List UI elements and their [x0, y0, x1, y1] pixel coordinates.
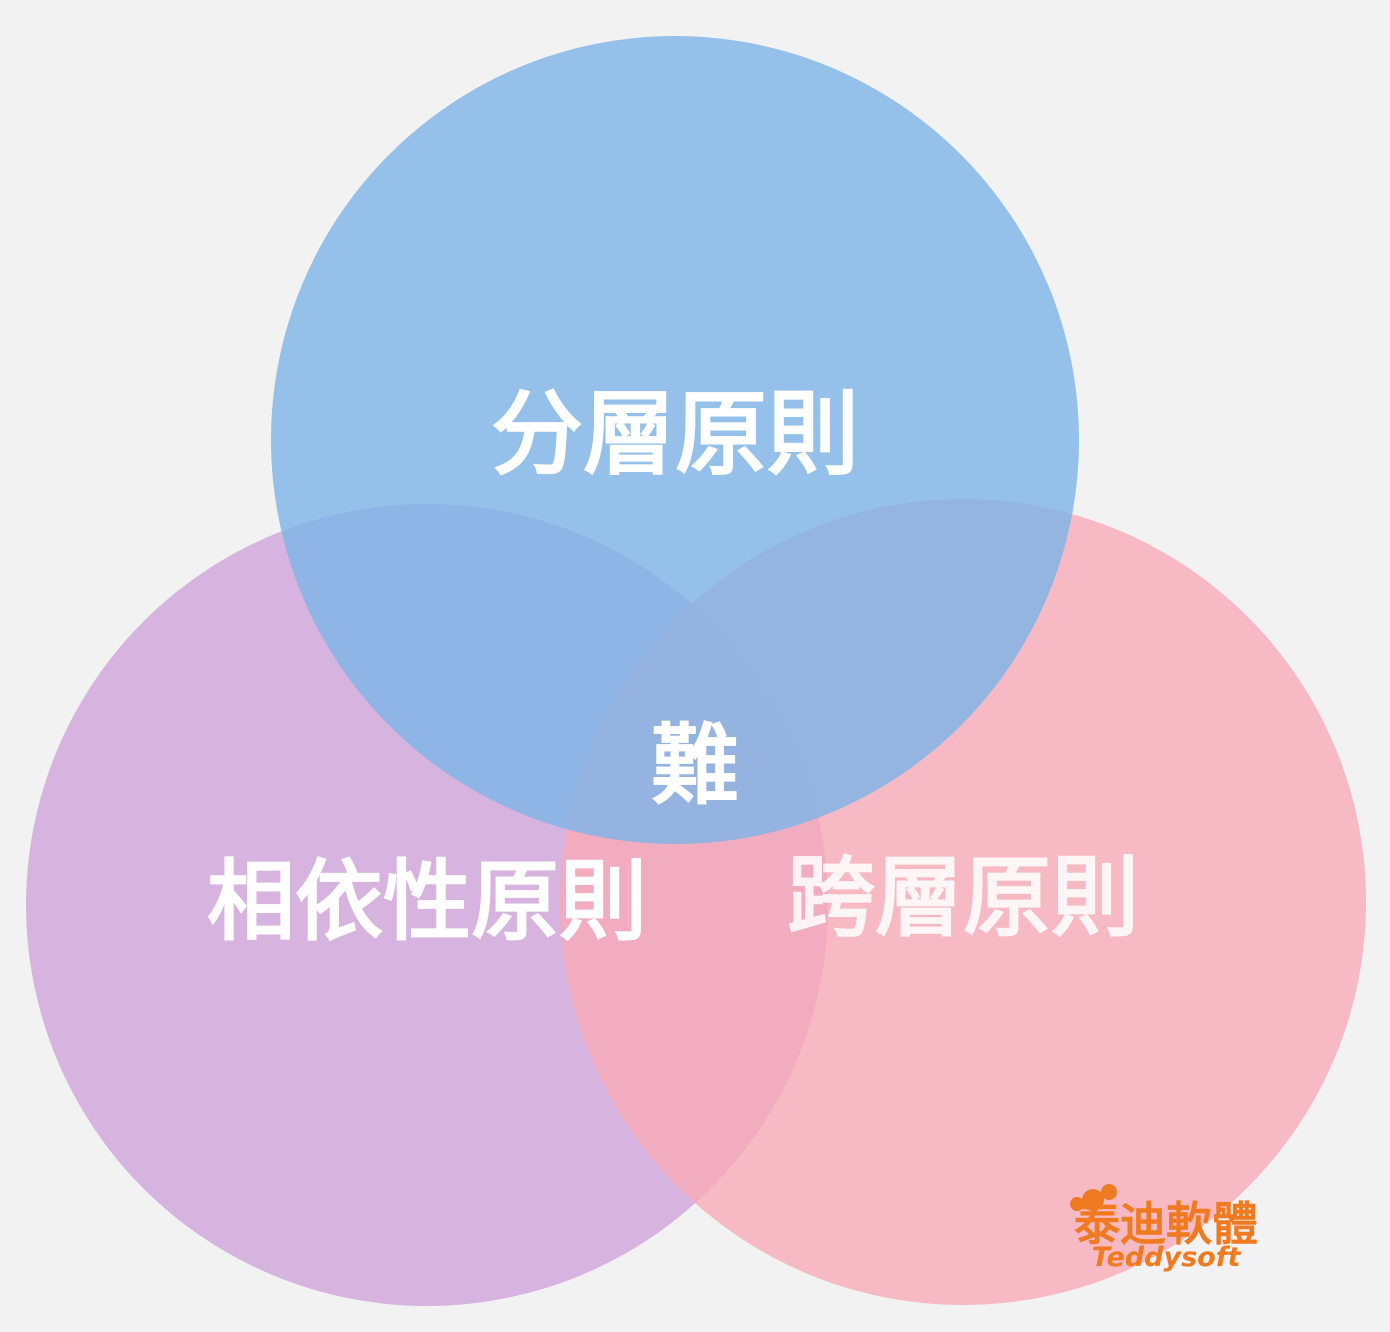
circle-layering	[271, 36, 1079, 844]
teddysoft-logo: 泰迪軟體 Teddysoft	[1070, 1184, 1258, 1273]
label-center: 難	[651, 714, 739, 817]
label-dependency: 相依性原則	[207, 850, 647, 953]
label-layering: 分層原則	[491, 381, 859, 488]
label-cross-layer: 跨層原則	[787, 846, 1139, 949]
logo-bear-ear-left-icon	[1070, 1197, 1084, 1211]
logo-chinese-text: 泰迪軟體	[1074, 1197, 1258, 1251]
logo-bear-ear-right-icon	[1101, 1184, 1117, 1200]
logo-english-text: Teddysoft	[1092, 1242, 1242, 1273]
logo-bear-head-icon	[1082, 1189, 1104, 1211]
